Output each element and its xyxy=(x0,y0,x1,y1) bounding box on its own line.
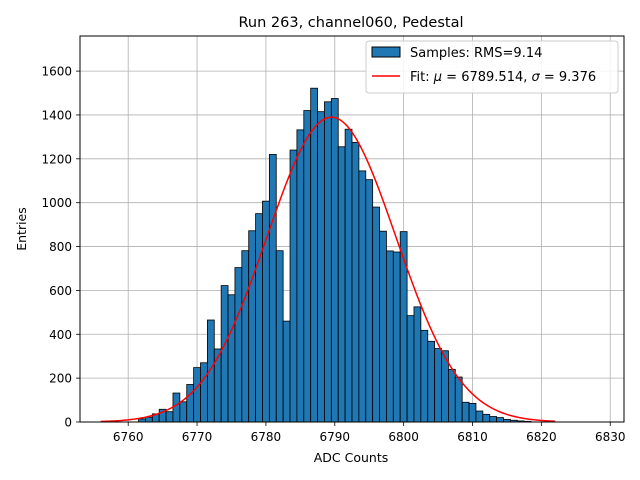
histogram-bar xyxy=(379,230,387,423)
histogram-bar xyxy=(351,141,360,423)
histogram-bar xyxy=(275,250,284,423)
x-tick-label: 6780 xyxy=(251,430,282,444)
y-tick-label: 1000 xyxy=(41,196,72,210)
histogram-bar xyxy=(461,401,470,423)
x-tick-label: 6810 xyxy=(457,430,488,444)
x-tick-label: 6820 xyxy=(526,430,557,444)
histogram-bar xyxy=(172,392,181,423)
y-tick-label: 1400 xyxy=(41,108,72,122)
histogram-bar xyxy=(227,294,236,423)
histogram-bar xyxy=(372,206,380,423)
y-tick-label: 600 xyxy=(49,284,72,298)
histogram-bar xyxy=(324,101,332,423)
x-tick-label: 6800 xyxy=(388,430,419,444)
y-tick-label: 800 xyxy=(49,240,72,254)
histogram-bar xyxy=(303,110,312,423)
histogram-bar xyxy=(145,416,153,423)
histogram-bar xyxy=(344,128,353,423)
histogram-bar xyxy=(496,417,504,423)
plot-frame xyxy=(79,35,625,423)
legend-box xyxy=(365,40,619,94)
histogram-bar xyxy=(406,315,415,423)
histogram-bar xyxy=(482,413,491,423)
chart-title: Run 263, channel060, Pedestal xyxy=(238,15,463,31)
histogram-bar xyxy=(358,170,367,423)
x-tick-label: 6760 xyxy=(113,430,144,444)
histogram-bar xyxy=(468,402,477,423)
x-tick-label: 6830 xyxy=(595,430,626,444)
histogram-bar xyxy=(434,348,442,423)
histogram-bar xyxy=(427,340,436,423)
y-tick-label: 1600 xyxy=(41,65,72,79)
histogram-bar xyxy=(420,329,429,423)
histogram-bar xyxy=(282,320,291,423)
histogram-bar xyxy=(213,348,222,423)
histogram-bar xyxy=(248,230,256,423)
histogram-bar xyxy=(330,98,339,423)
histogram-bar xyxy=(310,87,318,423)
histogram-bar xyxy=(448,368,456,423)
legend-histogram-label: Samples: RMS=9.14 xyxy=(410,46,542,61)
histogram-bar xyxy=(413,306,422,423)
histogram-bar xyxy=(317,111,325,423)
histogram-bar xyxy=(241,250,250,423)
histogram-bar xyxy=(386,250,394,423)
legend-histogram-swatch xyxy=(371,46,401,58)
histogram-bar xyxy=(255,213,263,423)
histogram-bars xyxy=(138,87,532,423)
legend-fit-mu-value: = 6789.514, xyxy=(442,70,531,85)
histogram-bar xyxy=(179,401,188,423)
histogram-bar xyxy=(392,251,401,423)
legend-fit-mu-symbol: μ xyxy=(433,70,442,85)
histogram-bar xyxy=(234,267,243,423)
legend-fit-sigma-value: = 9.376 xyxy=(540,70,596,85)
histogram-bar xyxy=(365,179,374,423)
histogram-bar xyxy=(337,146,346,423)
y-tick-label: 400 xyxy=(49,328,72,342)
y-tick-label: 1200 xyxy=(41,152,72,166)
histogram-bar xyxy=(475,410,484,423)
fit-curve xyxy=(100,116,556,423)
histogram-bar xyxy=(186,384,195,423)
histogram-bar xyxy=(193,367,201,423)
x-axis-label: ADC Counts xyxy=(314,450,389,465)
y-axis-label: Entries xyxy=(14,207,29,251)
legend: Samples: RMS=9.14 Fit: μ = 6789.514, σ =… xyxy=(365,40,619,94)
histogram-bar xyxy=(220,285,229,423)
histogram-bar xyxy=(489,416,498,423)
histogram-bar xyxy=(289,149,298,423)
histogram-bar xyxy=(206,319,215,423)
histogram-bar xyxy=(268,154,277,423)
legend-fit-sigma-symbol: σ xyxy=(532,70,541,85)
histogram-bar xyxy=(296,129,305,423)
legend-fit-label: Fit: μ = 6789.514, σ = 9.376 xyxy=(410,70,596,85)
x-tick-label: 6790 xyxy=(320,430,351,444)
legend-fit-prefix: Fit: xyxy=(410,70,434,85)
y-tick-label: 0 xyxy=(64,416,72,430)
y-tick-label: 200 xyxy=(49,372,72,386)
axis-ticks: 6760 6770 6780 6790 6800 6810 6820 6830 0 200 400 6… xyxy=(41,65,625,444)
histogram-bar xyxy=(454,376,463,423)
histogram-bar xyxy=(200,362,208,423)
x-tick-label: 6770 xyxy=(182,430,213,444)
histogram-bar xyxy=(165,411,174,423)
